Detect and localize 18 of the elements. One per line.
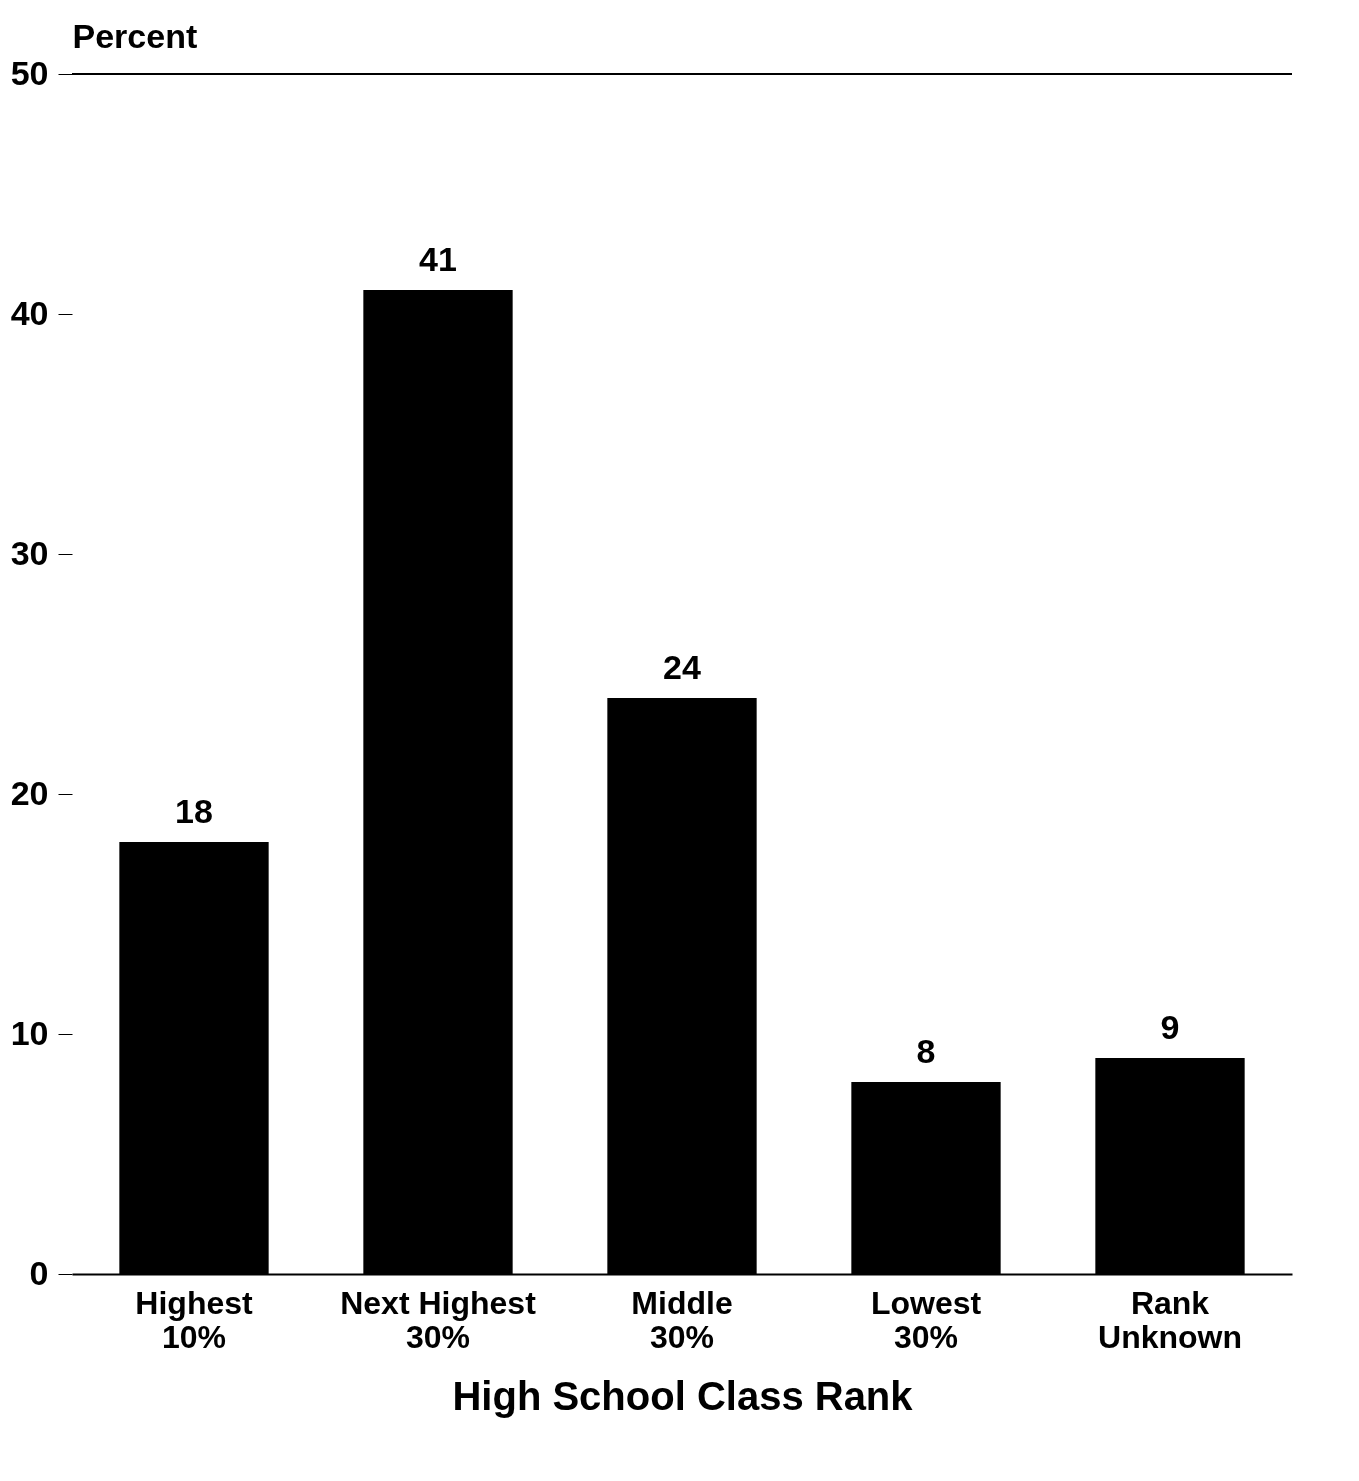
x-tick-label: Next Highest 30% (340, 1284, 537, 1355)
y-tick-label: 40 (10, 293, 49, 332)
data-label: 18 (175, 792, 213, 830)
x-tick-label: Highest 10% (135, 1284, 254, 1355)
data-label: 24 (663, 648, 701, 686)
x-tick-label: Middle 30% (631, 1284, 733, 1355)
x-tick-label: Rank Unknown (1098, 1284, 1242, 1355)
y-tick-label: 50 (10, 53, 49, 92)
y-tick-label: 30 (10, 533, 49, 572)
x-axis-title: High School Class Rank (452, 1373, 914, 1418)
y-tick-label: 0 (29, 1253, 49, 1292)
data-label: 41 (419, 240, 457, 278)
y-tick-label: 10 (10, 1013, 49, 1052)
data-label: 9 (1160, 1008, 1180, 1046)
y-tick-label: 20 (10, 773, 49, 812)
data-label: 8 (916, 1032, 936, 1070)
x-tick-label: Lowest 30% (870, 1284, 982, 1355)
y-axis-title: Percent (72, 16, 198, 55)
